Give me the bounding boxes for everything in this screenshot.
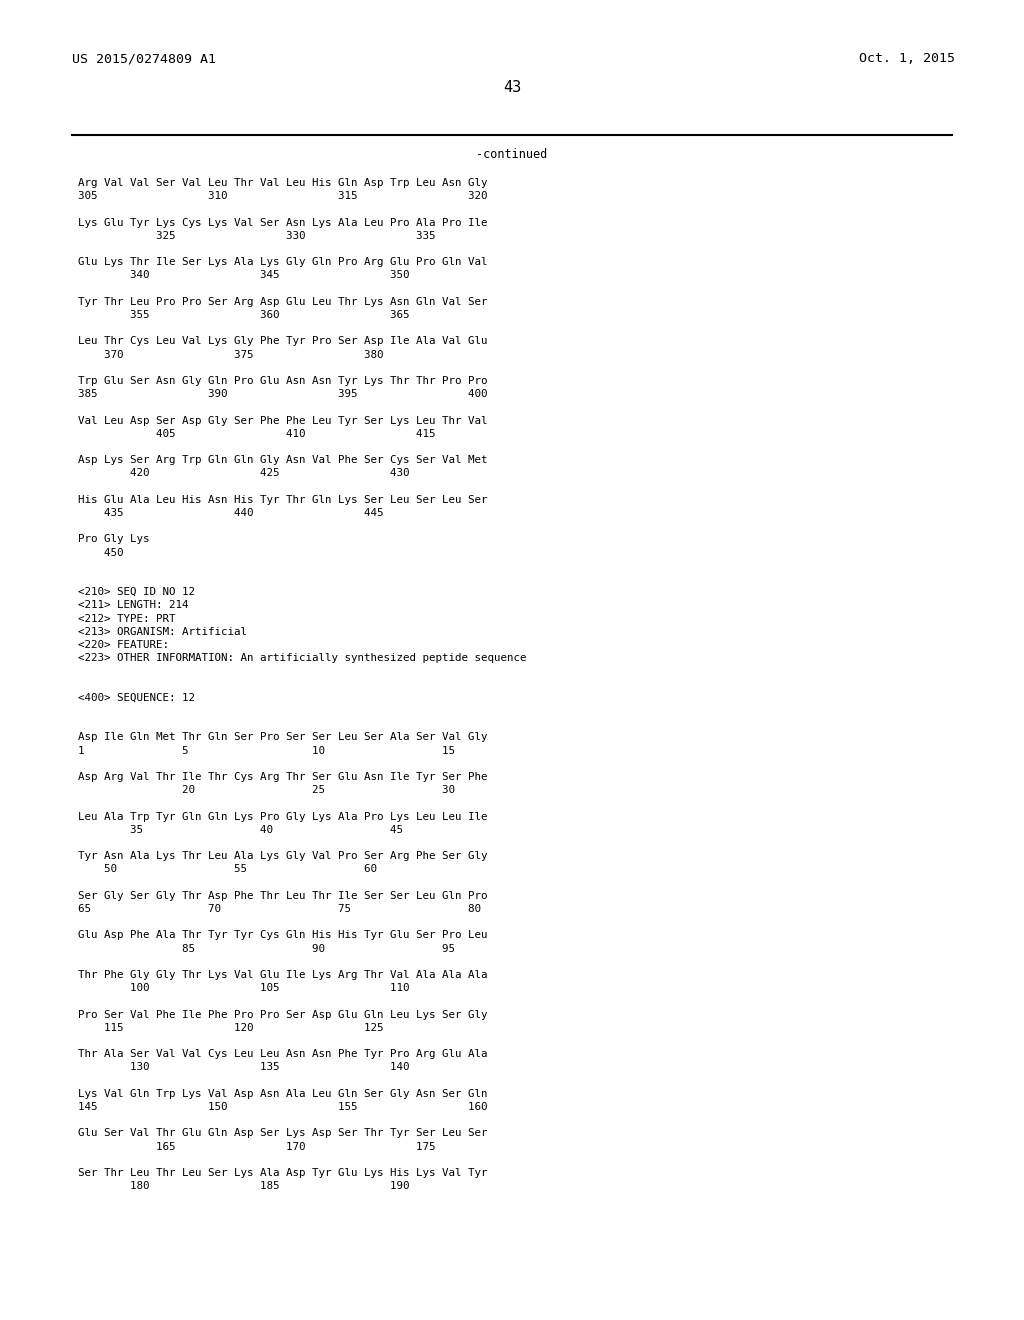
Text: Tyr Asn Ala Lys Thr Leu Ala Lys Gly Val Pro Ser Arg Phe Ser Gly: Tyr Asn Ala Lys Thr Leu Ala Lys Gly Val … (78, 851, 487, 861)
Text: 340                 345                 350: 340 345 350 (78, 271, 410, 280)
Text: <400> SEQUENCE: 12: <400> SEQUENCE: 12 (78, 693, 195, 702)
Text: -continued: -continued (476, 148, 548, 161)
Text: 85                  90                  95: 85 90 95 (78, 944, 455, 953)
Text: Asp Ile Gln Met Thr Gln Ser Pro Ser Ser Leu Ser Ala Ser Val Gly: Asp Ile Gln Met Thr Gln Ser Pro Ser Ser … (78, 733, 487, 742)
Text: Ser Thr Leu Thr Leu Ser Lys Ala Asp Tyr Glu Lys His Lys Val Tyr: Ser Thr Leu Thr Leu Ser Lys Ala Asp Tyr … (78, 1168, 487, 1177)
Text: Val Leu Asp Ser Asp Gly Ser Phe Phe Leu Tyr Ser Lys Leu Thr Val: Val Leu Asp Ser Asp Gly Ser Phe Phe Leu … (78, 416, 487, 425)
Text: 50                  55                  60: 50 55 60 (78, 865, 377, 874)
Text: <223> OTHER INFORMATION: An artificially synthesized peptide sequence: <223> OTHER INFORMATION: An artificially… (78, 653, 526, 663)
Text: 180                 185                 190: 180 185 190 (78, 1181, 410, 1191)
Text: 435                 440                 445: 435 440 445 (78, 508, 384, 517)
Text: Pro Gly Lys: Pro Gly Lys (78, 535, 150, 544)
Text: 370                 375                 380: 370 375 380 (78, 350, 384, 359)
Text: Lys Glu Tyr Lys Cys Lys Val Ser Asn Lys Ala Leu Pro Ala Pro Ile: Lys Glu Tyr Lys Cys Lys Val Ser Asn Lys … (78, 218, 487, 227)
Text: Oct. 1, 2015: Oct. 1, 2015 (859, 51, 955, 65)
Text: 35                  40                  45: 35 40 45 (78, 825, 403, 834)
Text: 165                 170                 175: 165 170 175 (78, 1142, 435, 1151)
Text: US 2015/0274809 A1: US 2015/0274809 A1 (72, 51, 216, 65)
Text: 65                  70                  75                  80: 65 70 75 80 (78, 904, 481, 913)
Text: <211> LENGTH: 214: <211> LENGTH: 214 (78, 601, 188, 610)
Text: 43: 43 (503, 81, 521, 95)
Text: Ser Gly Ser Gly Thr Asp Phe Thr Leu Thr Ile Ser Ser Leu Gln Pro: Ser Gly Ser Gly Thr Asp Phe Thr Leu Thr … (78, 891, 487, 900)
Text: Glu Asp Phe Ala Thr Tyr Tyr Cys Gln His His Tyr Glu Ser Pro Leu: Glu Asp Phe Ala Thr Tyr Tyr Cys Gln His … (78, 931, 487, 940)
Text: 115                 120                 125: 115 120 125 (78, 1023, 384, 1032)
Text: Thr Ala Ser Val Val Cys Leu Leu Asn Asn Phe Tyr Pro Arg Glu Ala: Thr Ala Ser Val Val Cys Leu Leu Asn Asn … (78, 1049, 487, 1059)
Text: Asp Arg Val Thr Ile Thr Cys Arg Thr Ser Glu Asn Ile Tyr Ser Phe: Asp Arg Val Thr Ile Thr Cys Arg Thr Ser … (78, 772, 487, 781)
Text: 1               5                   10                  15: 1 5 10 15 (78, 746, 455, 755)
Text: <210> SEQ ID NO 12: <210> SEQ ID NO 12 (78, 587, 195, 597)
Text: <212> TYPE: PRT: <212> TYPE: PRT (78, 614, 175, 623)
Text: Lys Val Gln Trp Lys Val Asp Asn Ala Leu Gln Ser Gly Asn Ser Gln: Lys Val Gln Trp Lys Val Asp Asn Ala Leu … (78, 1089, 487, 1098)
Text: 100                 105                 110: 100 105 110 (78, 983, 410, 993)
Text: 385                 390                 395                 400: 385 390 395 400 (78, 389, 487, 399)
Text: Pro Ser Val Phe Ile Phe Pro Pro Ser Asp Glu Gln Leu Lys Ser Gly: Pro Ser Val Phe Ile Phe Pro Pro Ser Asp … (78, 1010, 487, 1019)
Text: Tyr Thr Leu Pro Pro Ser Arg Asp Glu Leu Thr Lys Asn Gln Val Ser: Tyr Thr Leu Pro Pro Ser Arg Asp Glu Leu … (78, 297, 487, 306)
Text: Leu Ala Trp Tyr Gln Gln Lys Pro Gly Lys Ala Pro Lys Leu Leu Ile: Leu Ala Trp Tyr Gln Gln Lys Pro Gly Lys … (78, 812, 487, 821)
Text: Glu Lys Thr Ile Ser Lys Ala Lys Gly Gln Pro Arg Glu Pro Gln Val: Glu Lys Thr Ile Ser Lys Ala Lys Gly Gln … (78, 257, 487, 267)
Text: Glu Ser Val Thr Glu Gln Asp Ser Lys Asp Ser Thr Tyr Ser Leu Ser: Glu Ser Val Thr Glu Gln Asp Ser Lys Asp … (78, 1129, 487, 1138)
Text: 20                  25                  30: 20 25 30 (78, 785, 455, 795)
Text: Arg Val Val Ser Val Leu Thr Val Leu His Gln Asp Trp Leu Asn Gly: Arg Val Val Ser Val Leu Thr Val Leu His … (78, 178, 487, 187)
Text: 355                 360                 365: 355 360 365 (78, 310, 410, 319)
Text: Thr Phe Gly Gly Thr Lys Val Glu Ile Lys Arg Thr Val Ala Ala Ala: Thr Phe Gly Gly Thr Lys Val Glu Ile Lys … (78, 970, 487, 979)
Text: His Glu Ala Leu His Asn His Tyr Thr Gln Lys Ser Leu Ser Leu Ser: His Glu Ala Leu His Asn His Tyr Thr Gln … (78, 495, 487, 504)
Text: 325                 330                 335: 325 330 335 (78, 231, 435, 240)
Text: 450: 450 (78, 548, 124, 557)
Text: Trp Glu Ser Asn Gly Gln Pro Glu Asn Asn Tyr Lys Thr Thr Pro Pro: Trp Glu Ser Asn Gly Gln Pro Glu Asn Asn … (78, 376, 487, 385)
Text: 130                 135                 140: 130 135 140 (78, 1063, 410, 1072)
Text: 145                 150                 155                 160: 145 150 155 160 (78, 1102, 487, 1111)
Text: 405                 410                 415: 405 410 415 (78, 429, 435, 438)
Text: <213> ORGANISM: Artificial: <213> ORGANISM: Artificial (78, 627, 247, 636)
Text: 420                 425                 430: 420 425 430 (78, 469, 410, 478)
Text: Leu Thr Cys Leu Val Lys Gly Phe Tyr Pro Ser Asp Ile Ala Val Glu: Leu Thr Cys Leu Val Lys Gly Phe Tyr Pro … (78, 337, 487, 346)
Text: 305                 310                 315                 320: 305 310 315 320 (78, 191, 487, 201)
Text: <220> FEATURE:: <220> FEATURE: (78, 640, 169, 649)
Text: Asp Lys Ser Arg Trp Gln Gln Gly Asn Val Phe Ser Cys Ser Val Met: Asp Lys Ser Arg Trp Gln Gln Gly Asn Val … (78, 455, 487, 465)
